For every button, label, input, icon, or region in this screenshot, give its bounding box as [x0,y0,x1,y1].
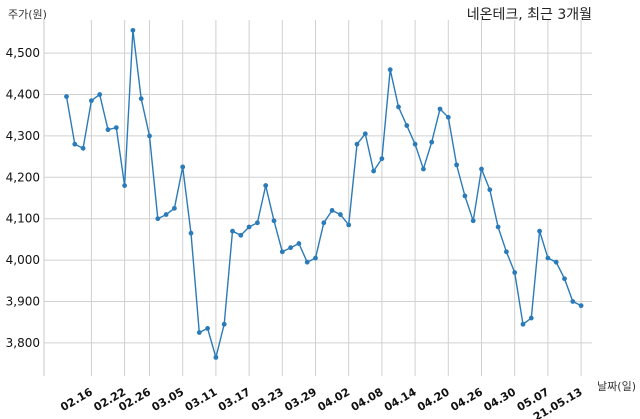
y-tick-label: 4,500 [6,46,40,60]
y-tick-label: 4,400 [6,88,40,102]
y-tick-label: 3,900 [6,294,40,308]
data-point [288,245,293,251]
data-point [147,133,152,139]
data-point [238,232,244,238]
y-tick-label: 4,100 [6,212,40,226]
x-tick-label: 04.02 [316,385,353,414]
x-tick-label: 04.14 [382,385,419,414]
data-point [221,321,227,327]
data-point [97,92,103,97]
x-tick-label: 03.29 [282,385,319,414]
data-point [138,96,144,102]
data-point [64,94,69,99]
data-point [346,222,352,228]
x-tick-label: 02.16 [58,385,95,414]
data-point [454,162,459,168]
y-tick-label: 4,200 [6,170,40,184]
data-point [213,354,219,360]
data-point [130,27,136,33]
data-point [545,255,551,261]
data-point [437,106,443,112]
data-point [412,141,418,147]
data-point [122,183,127,188]
data-point [371,168,376,174]
data-point [89,98,94,104]
y-tick-label: 3,800 [6,336,40,350]
data-point [321,220,327,226]
x-tick-label: 03.23 [249,385,286,414]
data-point [72,141,78,147]
data-point [528,315,534,321]
x-tick-label: 03.05 [150,385,187,414]
x-tick-label: 04.08 [349,385,386,414]
data-point [479,166,484,172]
data-point [205,325,211,331]
data-point [279,249,285,255]
x-tick-label: 03.17 [216,385,253,414]
data-point [512,270,518,275]
data-point [445,114,451,120]
data-point [155,216,161,222]
x-axis-label: 날짜(일) [597,380,636,393]
data-point [562,276,567,282]
data-point [495,224,501,230]
data-point [553,259,559,265]
data-point [271,218,277,224]
data-point [172,205,177,211]
data-point [246,224,252,230]
data-point [362,131,368,137]
x-tick-label: 03.11 [183,385,220,414]
data-point [470,218,476,224]
data-point [338,212,343,217]
data-point [578,303,584,309]
y-tick-label: 4,000 [6,253,40,267]
data-point [329,208,335,213]
data-point [429,139,435,145]
data-point [379,156,385,162]
data-point [196,330,202,335]
data-point [296,241,302,246]
data-point [105,127,111,133]
data-point [504,249,509,255]
data-point [354,141,360,147]
data-point [570,299,576,304]
data-point [80,145,86,151]
data-point [113,125,119,131]
data-point [462,193,468,199]
data-point [487,187,493,193]
y-axis-label: 주가(원) [8,8,47,21]
x-tick-label: 04.20 [415,385,452,414]
x-tick-label: 04.30 [482,385,519,414]
data-point [387,67,393,73]
data-point [230,228,235,234]
data-point [180,164,186,170]
data-point [188,230,194,236]
data-point [263,183,269,188]
data-point [304,259,310,265]
data-point [313,255,318,261]
data-point [537,228,542,234]
x-tick-label: 04.26 [448,385,485,414]
chart-title: 네온테크, 최근 3개월 [466,7,592,23]
data-point [396,104,401,110]
y-tick-label: 4,300 [6,129,40,143]
data-point [520,321,526,327]
data-point [404,123,410,128]
data-point [421,166,426,172]
series-line [65,30,582,361]
data-point [163,212,169,217]
data-point [255,220,260,226]
